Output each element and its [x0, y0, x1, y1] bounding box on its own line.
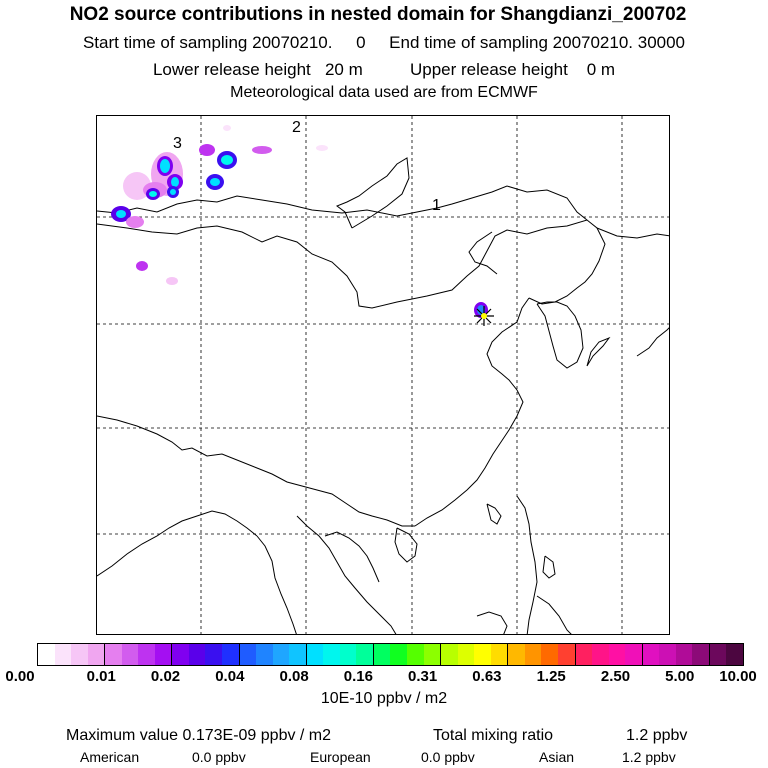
colorbar-tick-label: 0.31	[408, 668, 438, 685]
colorbar-segment	[608, 644, 626, 665]
colorbar-segment	[524, 644, 542, 665]
start-time-label: Start time of sampling	[82, 33, 248, 52]
page-title: NO2 source contributions in nested domai…	[69, 4, 687, 25]
colorbar-segment	[407, 644, 424, 665]
lat-lon-grid	[97, 116, 669, 634]
colorbar-segment	[256, 644, 273, 665]
colorbar-segment	[557, 644, 576, 665]
colorbar-segment	[239, 644, 257, 665]
total-mixing-label: Total mixing ratio	[433, 727, 554, 744]
map-panel: 1 2 3	[96, 115, 670, 635]
colorbar-segment	[356, 644, 374, 665]
region-label-3: 3	[173, 135, 182, 152]
end-time-value: 20070210. 30000	[552, 33, 686, 52]
colorbar-tick-label: 0.00	[5, 668, 35, 685]
lower-release-label: Lower release height	[152, 60, 311, 79]
colorbar-segment	[390, 644, 408, 665]
colorbar-segment	[289, 644, 307, 665]
colorbar-segment	[575, 644, 593, 665]
colorbar-segment	[222, 644, 240, 665]
country-borders	[97, 157, 669, 634]
colorbar-tick-label: 0.16	[343, 668, 373, 685]
colorbar-segment	[441, 644, 458, 665]
american-label: American	[80, 749, 140, 765]
colorbar-tick-label: 0.01	[86, 668, 116, 685]
start-time-value: 20070210. 0	[252, 33, 366, 52]
colorbar-segment	[54, 644, 72, 665]
colorbar-tick-label: 5.00	[665, 668, 695, 685]
map-canvas: 1 2 3	[97, 116, 669, 634]
lower-release-value: 20 m	[324, 60, 363, 79]
station-marker-center	[481, 313, 487, 319]
colorbar-segment	[726, 644, 743, 665]
contribution-plumes	[111, 125, 488, 318]
colorbar-segment	[642, 644, 660, 665]
european-value: 0.0 ppbv	[421, 749, 475, 765]
colorbar-tick-label: 0.08	[279, 668, 309, 685]
upper-release-value: 0 m	[586, 60, 616, 79]
colorbar-segment	[105, 644, 122, 665]
colorbar-segment	[323, 644, 340, 665]
colorbar-segment	[71, 644, 88, 665]
end-time-label: End time of sampling	[389, 33, 548, 52]
european-label: European	[310, 749, 371, 765]
colorbar-segment	[675, 644, 693, 665]
colorbar-segment	[659, 644, 676, 665]
colorbar-unit: 10E-10 ppbv / m2	[320, 690, 448, 707]
colorbar-tick-label: 0.02	[150, 668, 181, 685]
asian-label: Asian	[539, 749, 575, 765]
colorbar-tick-label: 0.04	[215, 668, 245, 685]
colorbar-segment	[541, 644, 558, 665]
colorbar-segment	[373, 644, 391, 665]
colorbar-segment	[339, 644, 357, 665]
colorbar-segment	[457, 644, 475, 665]
colorbar-segment	[592, 644, 609, 665]
upper-release-label: Upper release height	[409, 60, 568, 79]
colorbar-segment	[121, 644, 139, 665]
colorbar-segment	[709, 644, 727, 665]
colorbar-tick-label: 0.63	[472, 668, 502, 685]
colorbar-segment	[205, 644, 223, 665]
colorbar-segment	[38, 644, 55, 665]
colorbar-segment	[692, 644, 710, 665]
region-label-2: 2	[292, 119, 301, 136]
colorbar-tick-label: 1.25	[536, 668, 566, 685]
american-value: 0.0 ppbv	[192, 749, 246, 765]
max-value-line: Maximum value 0.173E-09 ppbv / m2	[66, 727, 331, 745]
colorbar-segment	[172, 644, 189, 665]
asian-value: 1.2 ppbv	[622, 749, 676, 765]
colorbar-tick-label: 2.50	[600, 668, 631, 685]
total-mixing-value: 1.2 ppbv	[626, 727, 688, 744]
met-data-line: Meteorological data used are from ECMWF	[230, 84, 538, 101]
region-label-1: 1	[432, 197, 441, 214]
sampling-time-line: Start time of sampling 20070210. 0 End t…	[0, 33, 768, 53]
release-height-line: Lower release height 20 m Upper release …	[0, 60, 768, 80]
colorbar-tick-labels: 0.00 0.01 0.02 0.04 0.08 0.16 0.31 0.63 1.25 2.50…	[0, 668, 768, 688]
colorbar-segment	[508, 644, 525, 665]
colorbar-tick-label: 10.00	[719, 668, 757, 685]
colorbar-segment	[154, 644, 173, 665]
colorbar	[37, 643, 744, 666]
colorbar-segment	[188, 644, 206, 665]
colorbar-segment	[87, 644, 106, 665]
colorbar-segment	[625, 644, 643, 665]
colorbar-segment	[272, 644, 290, 665]
colorbar-segment	[138, 644, 155, 665]
colorbar-segment	[490, 644, 509, 665]
max-value-label: Maximum value	[66, 727, 179, 744]
max-value: 0.173E-09 ppbv / m2	[182, 727, 332, 744]
colorbar-segment	[423, 644, 442, 665]
colorbar-segment	[474, 644, 491, 665]
colorbar-segment	[306, 644, 324, 665]
